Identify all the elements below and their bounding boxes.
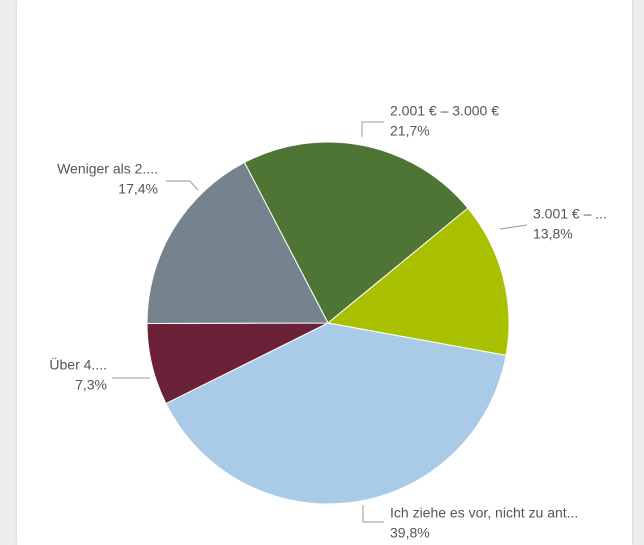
slice-label: 2.001 € – 3.000 € <box>390 103 499 119</box>
pie-slice <box>326 207 510 356</box>
slice-value: 13,8% <box>533 226 573 242</box>
pie-slice <box>243 141 469 324</box>
slice-value: 7,3% <box>75 377 107 393</box>
slice-value: 17,4% <box>118 181 158 197</box>
leader-line <box>499 224 528 230</box>
pie-slice <box>165 322 507 505</box>
slice-label: 3.001 € – ... <box>533 206 607 222</box>
slice-label: Weniger als 2.... <box>57 161 158 177</box>
slice-label: Über 4.... <box>49 356 107 373</box>
slice-value: 39,8% <box>390 525 430 541</box>
slice-label: Ich ziehe es vor, nicht zu ant... <box>390 505 578 521</box>
leader-line <box>166 180 199 191</box>
slice-value: 21,7% <box>390 123 430 139</box>
pie-slice <box>146 161 329 324</box>
leader-line <box>362 505 384 523</box>
leader-line <box>361 121 384 137</box>
